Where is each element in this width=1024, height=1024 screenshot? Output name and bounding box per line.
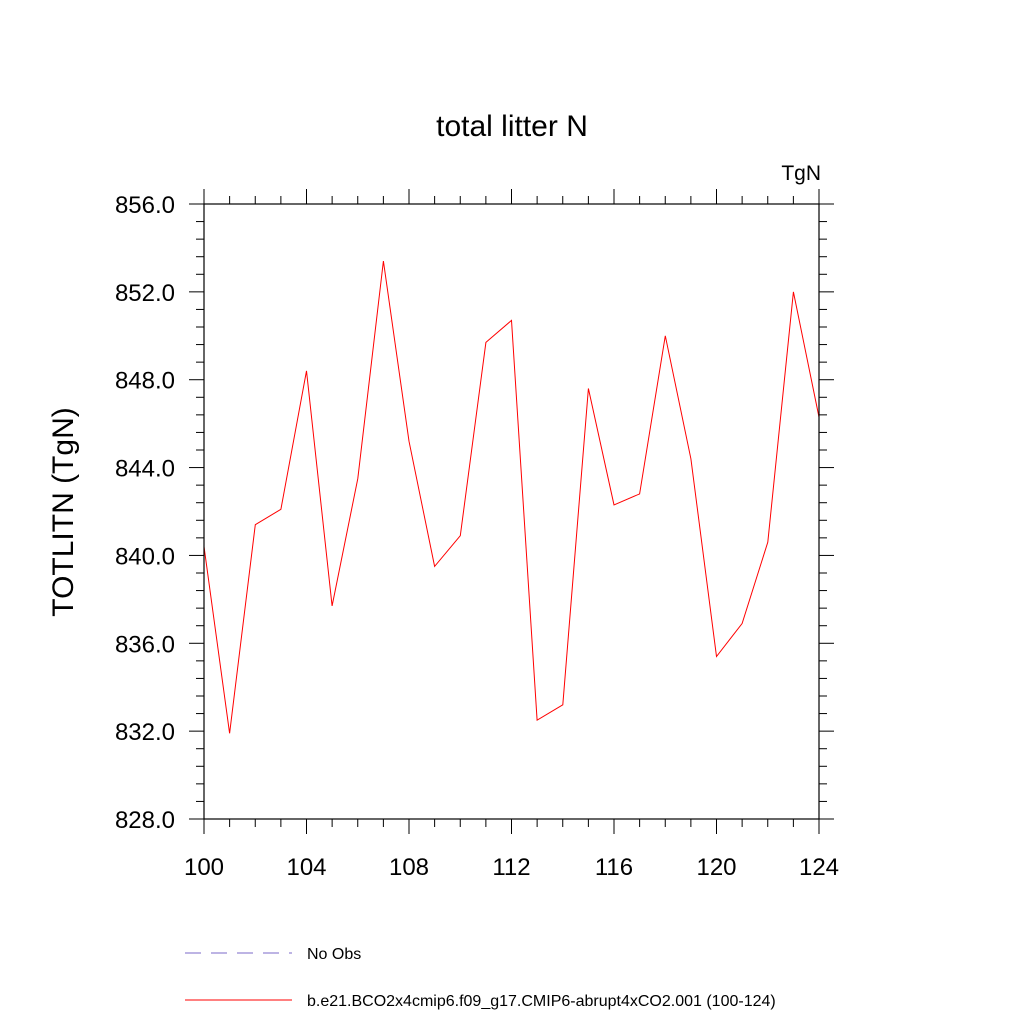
y-tick-label: 852.0 [115, 280, 175, 307]
y-tick-label: 856.0 [115, 192, 175, 219]
y-tick-label: 840.0 [115, 543, 175, 570]
legend: No Obs b.e21.BCO2x4cmip6.f09_g17.CMIP6-a… [185, 946, 776, 1010]
x-tick-label: 112 [492, 854, 530, 881]
x-tick-label: 124 [799, 854, 839, 881]
chart-title: total litter N [436, 110, 588, 143]
axis-ticks [189, 189, 834, 834]
y-tick-label: 828.0 [115, 807, 175, 834]
series-lines [203, 261, 820, 734]
x-tick-label: 108 [389, 854, 429, 881]
x-tick-label: 120 [696, 854, 736, 881]
x-tick-label: 104 [286, 854, 326, 881]
y-axis-label: TOTLITN (TgN) [47, 407, 80, 616]
legend-label-no-obs: No Obs [307, 946, 361, 963]
x-tick-label: 100 [184, 854, 224, 881]
y-tick-label: 848.0 [115, 368, 175, 395]
series-line [203, 261, 820, 734]
legend-label-model: b.e21.BCO2x4cmip6.f09_g17.CMIP6-abrupt4x… [307, 993, 776, 1010]
plot-frame [203, 203, 820, 820]
y-tick-label: 832.0 [115, 719, 175, 746]
y-tick-label: 844.0 [115, 456, 175, 483]
units-label: TgN [781, 162, 821, 185]
x-tick-label: 116 [595, 854, 633, 881]
axis-tick-labels: 828.0 832.0 836.0 840.0 844.0 848.0 852.0 856.0… [115, 192, 839, 881]
y-tick-label: 836.0 [115, 631, 175, 658]
